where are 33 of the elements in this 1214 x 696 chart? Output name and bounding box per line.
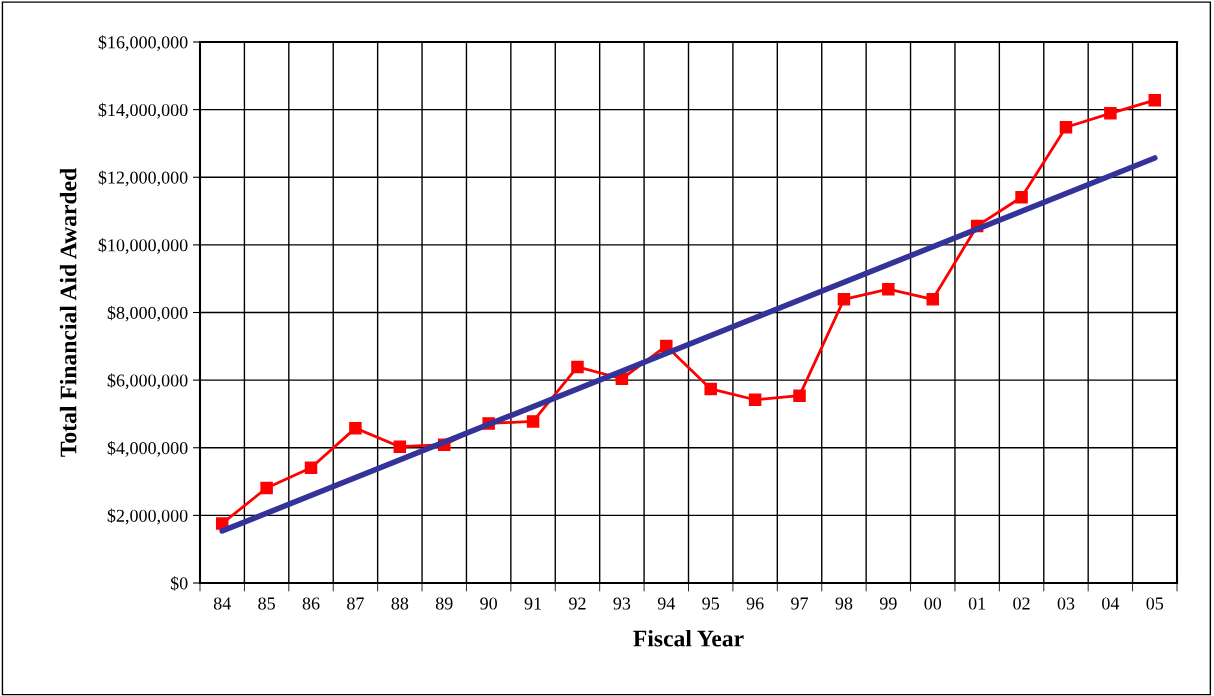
x-tick-label: 00 <box>924 597 942 610</box>
x-tick-label: 98 <box>835 597 853 610</box>
x-tick-label: 86 <box>302 597 320 610</box>
x-tick-label: 93 <box>613 597 631 610</box>
y-tick-label: $8,000,000 <box>107 305 188 322</box>
x-axis-title: Fiscal Year <box>633 629 744 647</box>
y-tick-label: $10,000,000 <box>98 238 188 254</box>
x-tick-label: 87 <box>347 597 364 610</box>
y-tick-label: $6,000,000 <box>107 373 188 390</box>
x-tick-label: 03 <box>1057 597 1075 610</box>
x-tick-label: 95 <box>702 597 720 610</box>
x-tick-label: 02 <box>1013 597 1030 610</box>
x-tick-label: 88 <box>391 597 409 610</box>
x-tick-label: 94 <box>657 597 676 610</box>
x-tick-label: 96 <box>746 597 764 610</box>
y-axis-title: Total Financial Aid Awarded <box>59 168 77 457</box>
x-tick-label: 91 <box>524 597 542 610</box>
x-tick-label: 99 <box>879 597 897 610</box>
y-tick-label: $12,000,000 <box>98 170 188 187</box>
x-tick-label: 85 <box>258 597 275 610</box>
x-tick-label: 84 <box>213 597 231 610</box>
x-tick-label: 92 <box>569 597 586 610</box>
y-tick-label: $4,000,000 <box>107 440 188 457</box>
x-tick-label: 01 <box>968 597 986 610</box>
y-tick-label: $14,000,000 <box>98 102 188 119</box>
x-tick-label: 04 <box>1102 597 1120 610</box>
x-tick-label: 05 <box>1146 597 1164 610</box>
x-tick-label: 89 <box>435 597 453 610</box>
y-tick-label: $2,000,000 <box>107 508 188 525</box>
y-tick-label: $0 <box>170 576 188 591</box>
y-tick-label: $16,000,000 <box>98 35 188 52</box>
x-tick-label: 97 <box>791 597 809 610</box>
x-tick-label: 90 <box>480 597 497 610</box>
